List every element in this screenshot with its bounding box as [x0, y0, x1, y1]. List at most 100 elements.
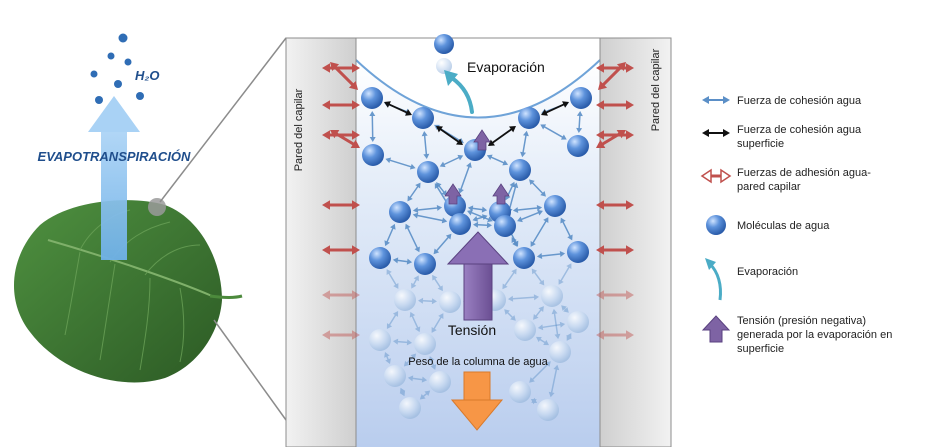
cohesion-arrow — [531, 268, 545, 286]
water-molecule — [414, 253, 436, 275]
cohesion-arrow — [530, 397, 538, 405]
cohesion-arrow — [472, 221, 493, 229]
evapotranspiration-arrow — [88, 96, 140, 260]
water-molecule — [518, 107, 540, 129]
adhesion-arrows — [322, 62, 634, 340]
cohesion-arrow — [392, 257, 413, 265]
cohesion-arrow — [384, 352, 391, 364]
water-molecule-faded — [429, 371, 451, 393]
water-molecule — [369, 247, 391, 269]
cohesion-arrow — [412, 204, 443, 214]
cohesion-arrow — [517, 209, 543, 223]
legend-label-tension-3: superficie — [737, 343, 784, 355]
adhesion-arrow-right-diag — [598, 62, 626, 90]
legend-item-evaporation: Evaporación — [705, 258, 798, 301]
cohesion-arrow — [504, 309, 516, 321]
cohesion-arrow — [439, 154, 464, 168]
evaporation-process — [434, 34, 474, 114]
cohesion-arrow — [511, 237, 518, 247]
legend-label-adhesion-1: Fuerzas de adhesión agua- — [737, 167, 871, 179]
cohesion-arrow — [407, 182, 421, 202]
cohesion-arrow — [530, 217, 549, 247]
water-molecule-faded — [394, 289, 416, 311]
cohesion-arrow — [417, 297, 438, 305]
legend-label-adhesion-2: pared capilar — [737, 181, 801, 193]
tension-arrow — [446, 231, 510, 321]
legend-label-cohesion: Fuerza de cohesión agua — [737, 95, 862, 107]
cohesion-arrow — [540, 124, 567, 140]
cohesion-arrow — [529, 361, 551, 383]
tension-small-arrows — [444, 129, 510, 205]
water-molecule-faded — [384, 365, 406, 387]
water-molecule — [362, 144, 384, 166]
adhesion-arrow-left-diag2 — [330, 130, 360, 148]
zoom-line-top — [159, 37, 287, 203]
cohesion-arrow — [419, 390, 431, 400]
cohesion-arrow — [558, 263, 572, 285]
cohesion-arrow — [384, 223, 396, 247]
legend-item-adhesion: Fuerzas de adhesión agua- pared capilar — [700, 167, 871, 193]
legend-label-surface-cohesion-1: Fuerza de cohesión agua — [737, 124, 862, 136]
cohesion-arrow — [403, 353, 417, 367]
cohesion-arrow — [486, 154, 509, 166]
tension-label: Tensión — [448, 322, 496, 338]
adhesion-arrow-right-diag2 — [596, 130, 626, 148]
legend-item-cohesion: Fuerza de cohesión agua — [702, 95, 862, 107]
evaporating-molecule — [434, 34, 454, 54]
water-molecule — [449, 213, 471, 235]
cohesion-arrow — [548, 364, 560, 398]
meniscus — [355, 59, 601, 119]
evaporation-arrow-head — [444, 70, 458, 86]
water-molecule-faded — [541, 285, 563, 307]
evapotranspiration-label: EVAPOTRANSPIRACIÓN — [38, 149, 191, 164]
h2o-label: H₂O — [135, 68, 159, 83]
cohesion-arrow — [386, 311, 399, 329]
cohesion-arrow — [467, 209, 493, 223]
adhesion-arrow-left — [322, 290, 360, 300]
water-molecule — [544, 195, 566, 217]
evaporation-curved-arrow — [450, 76, 474, 114]
cohesion-arrows — [369, 101, 583, 405]
cohesion-arrow — [431, 313, 444, 333]
cohesion-arrow — [385, 157, 416, 170]
water-molecule-faded — [414, 333, 436, 355]
surface-cohesion-arrow — [541, 101, 569, 116]
cohesion-arrow — [566, 333, 572, 341]
water-molecule — [494, 215, 516, 237]
weight-label: Peso de la columna de agua — [408, 356, 548, 368]
leaf-zoom-point — [148, 198, 166, 216]
legend: Fuerza de cohesión agua Fuerza de cohesi… — [700, 95, 892, 355]
surface-cohesion-arrow — [488, 126, 516, 146]
cohesion-arrow — [507, 294, 540, 302]
cohesion-arrow — [399, 387, 406, 397]
cohesion-arrow — [428, 356, 437, 370]
water-molecule — [567, 241, 589, 263]
adhesion-arrow-right — [596, 245, 634, 255]
legend-item-tension: Tensión (presión negativa) generada por … — [701, 315, 892, 355]
wall-label-right: Pared del capilar — [650, 48, 662, 131]
legend-label-tension-2: generada por la evaporación en — [737, 329, 892, 341]
adhesion-arrow-left — [322, 200, 360, 210]
water-molecule — [389, 201, 411, 223]
adhesion-arrow-left-diag — [330, 62, 358, 90]
water-molecule — [361, 87, 383, 109]
water-molecules — [361, 87, 592, 421]
cohesion-arrow — [411, 275, 419, 289]
cohesion-arrow — [533, 306, 544, 320]
surface-cohesion-arrow — [436, 126, 463, 145]
adhesion-arrow-right — [596, 200, 634, 210]
cohesion-arrow — [529, 179, 546, 197]
cohesion-arrow — [369, 110, 376, 143]
cohesion-arrow — [458, 162, 472, 194]
legend-label-tension-1: Tensión (presión negativa) — [737, 315, 866, 327]
adhesion-arrow-right — [596, 100, 634, 110]
water-vapor-droplets — [90, 33, 144, 104]
leaf-illustration — [13, 198, 243, 383]
water-molecule-faded — [369, 329, 391, 351]
cohesion-arrow — [433, 233, 452, 255]
water-molecule-faded — [439, 291, 461, 313]
water-molecule-faded — [537, 399, 559, 421]
surface-cohesion-arrows — [384, 101, 569, 146]
cohesion-arrow — [467, 205, 488, 213]
